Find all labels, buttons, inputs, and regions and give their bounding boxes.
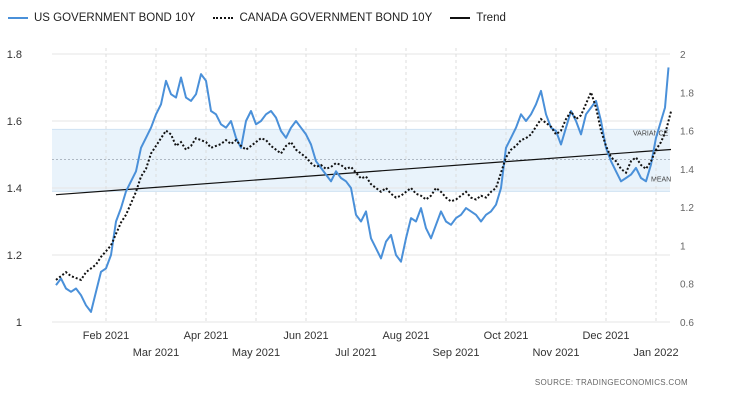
x-tick-label: Jun 2021 — [283, 330, 328, 342]
legend-label-trend: Trend — [476, 12, 506, 24]
left-tick-label: 1.8 — [7, 49, 22, 61]
legend-swatch-canada — [213, 17, 234, 19]
legend-item-trend[interactable]: Trend — [450, 12, 506, 24]
x-tick-label: Apr 2021 — [184, 330, 229, 342]
right-tick-label: 1.4 — [680, 165, 694, 176]
series-line-us — [55, 67, 670, 313]
x-tick-label: May 2021 — [232, 347, 280, 359]
axes: 1 1.2 1.4 1.6 1.8 0.6 0.8 1 1.2 1.4 1.6 1.8 2 Feb 202… — [7, 49, 695, 359]
left-tick-label: 1.6 — [7, 116, 22, 128]
legend-label-canada: CANADA GOVERNMENT BOND 10Y — [239, 12, 433, 24]
legend: US GOVERNMENT BOND 10Y CANADA GOVERNMENT… — [8, 12, 506, 24]
right-tick-label: 2 — [680, 50, 686, 61]
x-tick-label: Jan 2022 — [633, 347, 678, 359]
x-tick-label: Nov 2021 — [532, 347, 579, 359]
x-tick-label: Oct 2021 — [484, 330, 529, 342]
right-tick-label: 0.8 — [680, 280, 694, 291]
variance-band: VARIANCE MEAN — [52, 128, 671, 192]
legend-item-canada[interactable]: CANADA GOVERNMENT BOND 10Y — [213, 12, 432, 24]
x-tick-label: Sep 2021 — [432, 347, 479, 359]
variance-label: VARIANCE — [633, 130, 669, 137]
x-tick-label: Aug 2021 — [382, 330, 429, 342]
right-tick-label: 1 — [680, 241, 686, 252]
left-tick-label: 1.2 — [7, 250, 22, 262]
left-tick-label: 1 — [16, 317, 22, 329]
series-lines — [55, 67, 672, 313]
series-line-canada — [55, 89, 672, 282]
right-tick-label: 1.2 — [680, 203, 694, 214]
legend-swatch-us — [8, 17, 28, 19]
gridlines — [52, 48, 670, 324]
source-label: SOURCE: TRADINGECONOMICS.COM — [534, 378, 688, 387]
variance-band-rect — [52, 129, 670, 192]
x-tick-label: Jul 2021 — [335, 347, 377, 359]
right-tick-label: 1.8 — [680, 88, 694, 99]
left-tick-label: 1.4 — [7, 183, 22, 195]
x-tick-label: Feb 2021 — [83, 330, 129, 342]
legend-label-us: US GOVERNMENT BOND 10Y — [34, 12, 196, 24]
legend-swatch-trend — [450, 17, 471, 19]
right-tick-label: 1.6 — [680, 127, 694, 138]
x-tick-label: Mar 2021 — [133, 347, 179, 359]
right-tick-label: 0.6 — [680, 318, 694, 329]
mean-label: MEAN — [651, 176, 671, 183]
trend-line — [55, 148, 672, 196]
legend-item-us[interactable]: US GOVERNMENT BOND 10Y — [8, 12, 195, 24]
x-tick-label: Dec 2021 — [582, 330, 629, 342]
